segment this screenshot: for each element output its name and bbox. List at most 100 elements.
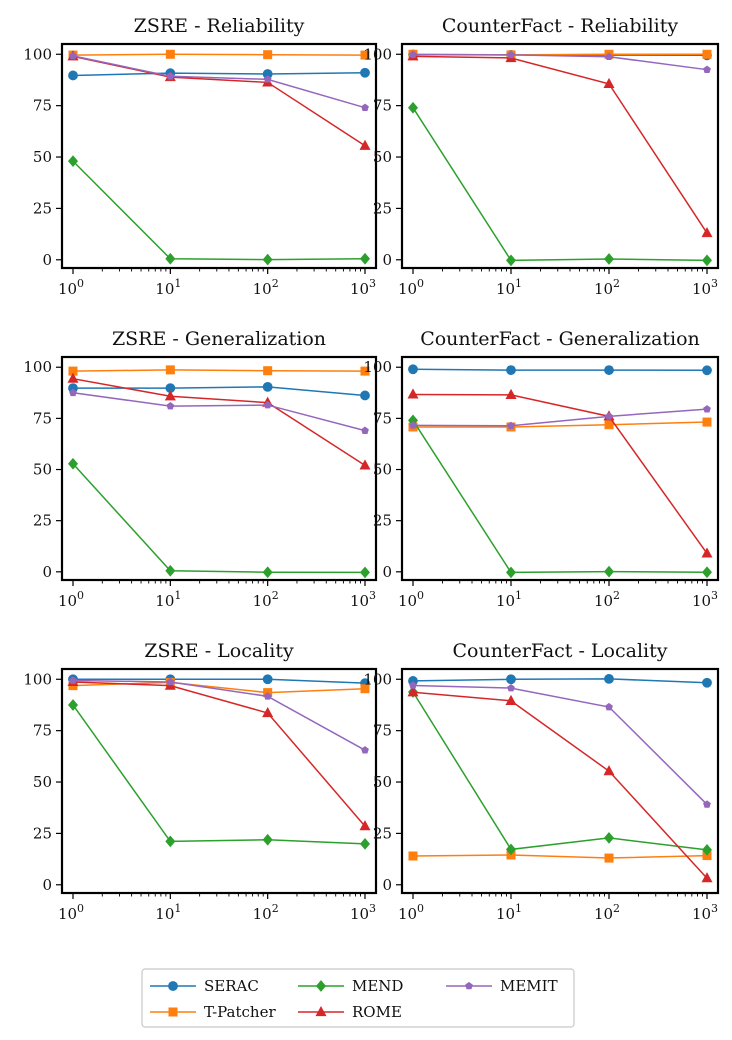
series-memit	[409, 681, 711, 808]
data-point-rome	[164, 390, 176, 401]
series-line-serac	[73, 386, 366, 397]
data-point-t-patcher	[360, 684, 370, 694]
data-point-t-patcher	[165, 365, 175, 375]
data-point-rome	[603, 765, 615, 776]
x-tick-label: 100	[398, 277, 424, 298]
chart-panel-counterfact-generalization: CounterFact - Generalization 0 25 50 75 100 10…	[363, 328, 720, 610]
data-point-mend	[604, 565, 614, 578]
legend-entry-mend: MEND	[298, 977, 403, 995]
panel-title: CounterFact - Reliability	[442, 15, 678, 37]
data-point-mend	[360, 566, 370, 579]
data-point-rome	[603, 77, 615, 88]
data-point-serac	[68, 70, 78, 81]
series-line-memit	[412, 408, 708, 427]
y-tick-label: 50	[33, 148, 52, 166]
data-point-memit	[263, 400, 272, 409]
series-mend	[408, 686, 712, 856]
series-line-memit	[412, 53, 708, 71]
plot-frame	[400, 355, 720, 582]
data-point-memit	[361, 426, 369, 434]
series-memit	[409, 50, 711, 73]
y-tick-label: 75	[33, 722, 52, 740]
series-t-patcher	[408, 417, 712, 432]
y-tick-label: 25	[33, 824, 52, 842]
y-tick-label: 75	[33, 409, 52, 427]
series-line-memit	[72, 55, 366, 109]
data-point-rome	[505, 388, 517, 399]
data-point-mend	[68, 699, 78, 711]
x-tick-label: 101	[496, 277, 522, 298]
data-point-memit	[605, 52, 613, 61]
data-point-memit	[69, 676, 77, 684]
series-serac	[408, 673, 712, 688]
data-point-memit	[409, 421, 417, 429]
data-point-memit	[263, 75, 272, 83]
chart-panel-zsre-locality: ZSRE - Locality 0 25 50 75 100 100 101 102 103	[23, 640, 378, 923]
x-tick-label: 100	[58, 277, 84, 298]
legend-entry-memit: MEMIT	[446, 977, 558, 995]
panel-title: ZSRE - Locality	[144, 640, 294, 662]
chart-panel-zsre-reliability: ZSRE - Reliability 0 25 50 75 100 100 101 102 103	[23, 15, 378, 298]
series-mend	[408, 101, 712, 267]
x-tick-label: 102	[253, 277, 279, 298]
series-line-serac	[73, 678, 366, 684]
legend-marker	[316, 980, 326, 992]
data-point-mend	[702, 566, 712, 579]
data-point-t-patcher	[604, 420, 614, 430]
data-point-memit	[605, 412, 613, 420]
data-point-memit	[263, 692, 272, 700]
x-tick-label: 103	[350, 589, 376, 610]
series-line-mend	[72, 463, 366, 574]
data-point-serac	[506, 365, 516, 375]
y-tick-label: 0	[42, 563, 52, 581]
series-line-mend	[412, 691, 708, 851]
series-line-mend	[412, 107, 708, 262]
data-point-rome	[407, 686, 419, 697]
series-line-memit	[72, 679, 366, 751]
data-point-memit	[166, 72, 175, 80]
data-point-t-patcher	[408, 851, 418, 861]
series-serac	[408, 364, 712, 376]
data-point-t-patcher	[702, 49, 712, 59]
y-tick-label: 25	[373, 512, 392, 530]
data-point-rome	[262, 706, 274, 718]
data-point-memit	[507, 50, 515, 59]
y-tick-label: 0	[382, 251, 392, 269]
series-rome	[407, 686, 713, 883]
y-tick-label: 100	[23, 358, 52, 376]
data-point-mend	[604, 253, 614, 265]
y-tick-label: 25	[33, 512, 52, 530]
data-point-memit	[703, 405, 711, 413]
data-point-rome	[505, 694, 517, 705]
data-point-serac	[408, 364, 418, 375]
data-point-serac	[702, 677, 712, 688]
legend-marker	[465, 981, 473, 990]
series-line-t-patcher	[72, 369, 366, 372]
data-point-memit	[166, 402, 175, 410]
x-tick-label: 102	[594, 589, 620, 610]
data-point-rome	[701, 547, 713, 558]
data-point-serac	[360, 67, 370, 78]
legend-frame	[141, 968, 575, 1028]
data-point-memit	[507, 421, 515, 430]
data-point-memit	[361, 103, 369, 112]
data-point-memit	[166, 677, 175, 686]
data-point-t-patcher	[263, 366, 273, 376]
legend: SERAC T-Patcher MEND ROME MEMIT	[141, 968, 575, 1028]
data-point-memit	[361, 746, 369, 754]
data-point-mend	[702, 843, 712, 856]
data-point-rome	[359, 820, 371, 831]
data-point-serac	[702, 365, 712, 376]
x-tick-label: 102	[594, 902, 620, 923]
data-point-memit	[69, 388, 77, 397]
plot-frame	[60, 355, 378, 582]
data-point-t-patcher	[604, 853, 614, 863]
panel-title: ZSRE - Generalization	[112, 328, 326, 350]
y-tick-label: 25	[373, 199, 392, 217]
series-line-rome	[72, 55, 366, 147]
legend-label: MEMIT	[500, 977, 558, 995]
x-tick-label: 102	[253, 589, 279, 610]
series-serac	[68, 67, 370, 81]
data-point-rome	[701, 872, 713, 883]
